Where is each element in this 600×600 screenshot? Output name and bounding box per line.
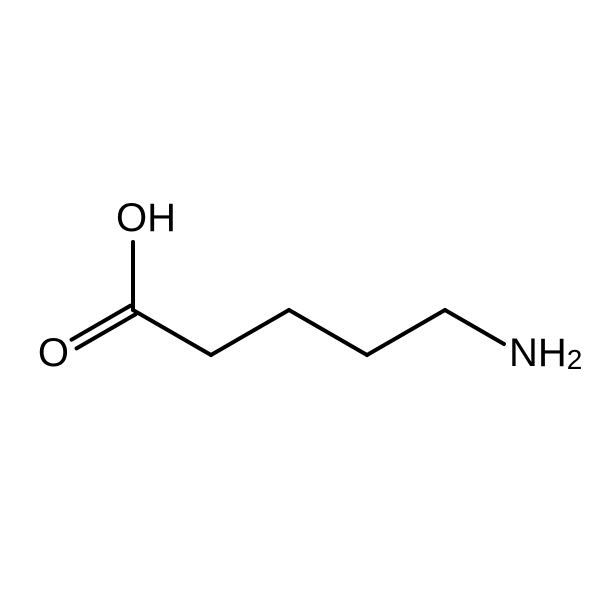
bonds-layer	[72, 242, 504, 355]
molecule-diagram: O OH NH2	[0, 0, 600, 600]
atom-labels-layer: O OH NH2	[38, 196, 582, 376]
atom-label-o_dbl: O	[38, 331, 69, 375]
atom-label-n: NH2	[509, 331, 582, 376]
atom-label-o_oh: OH	[116, 196, 176, 240]
